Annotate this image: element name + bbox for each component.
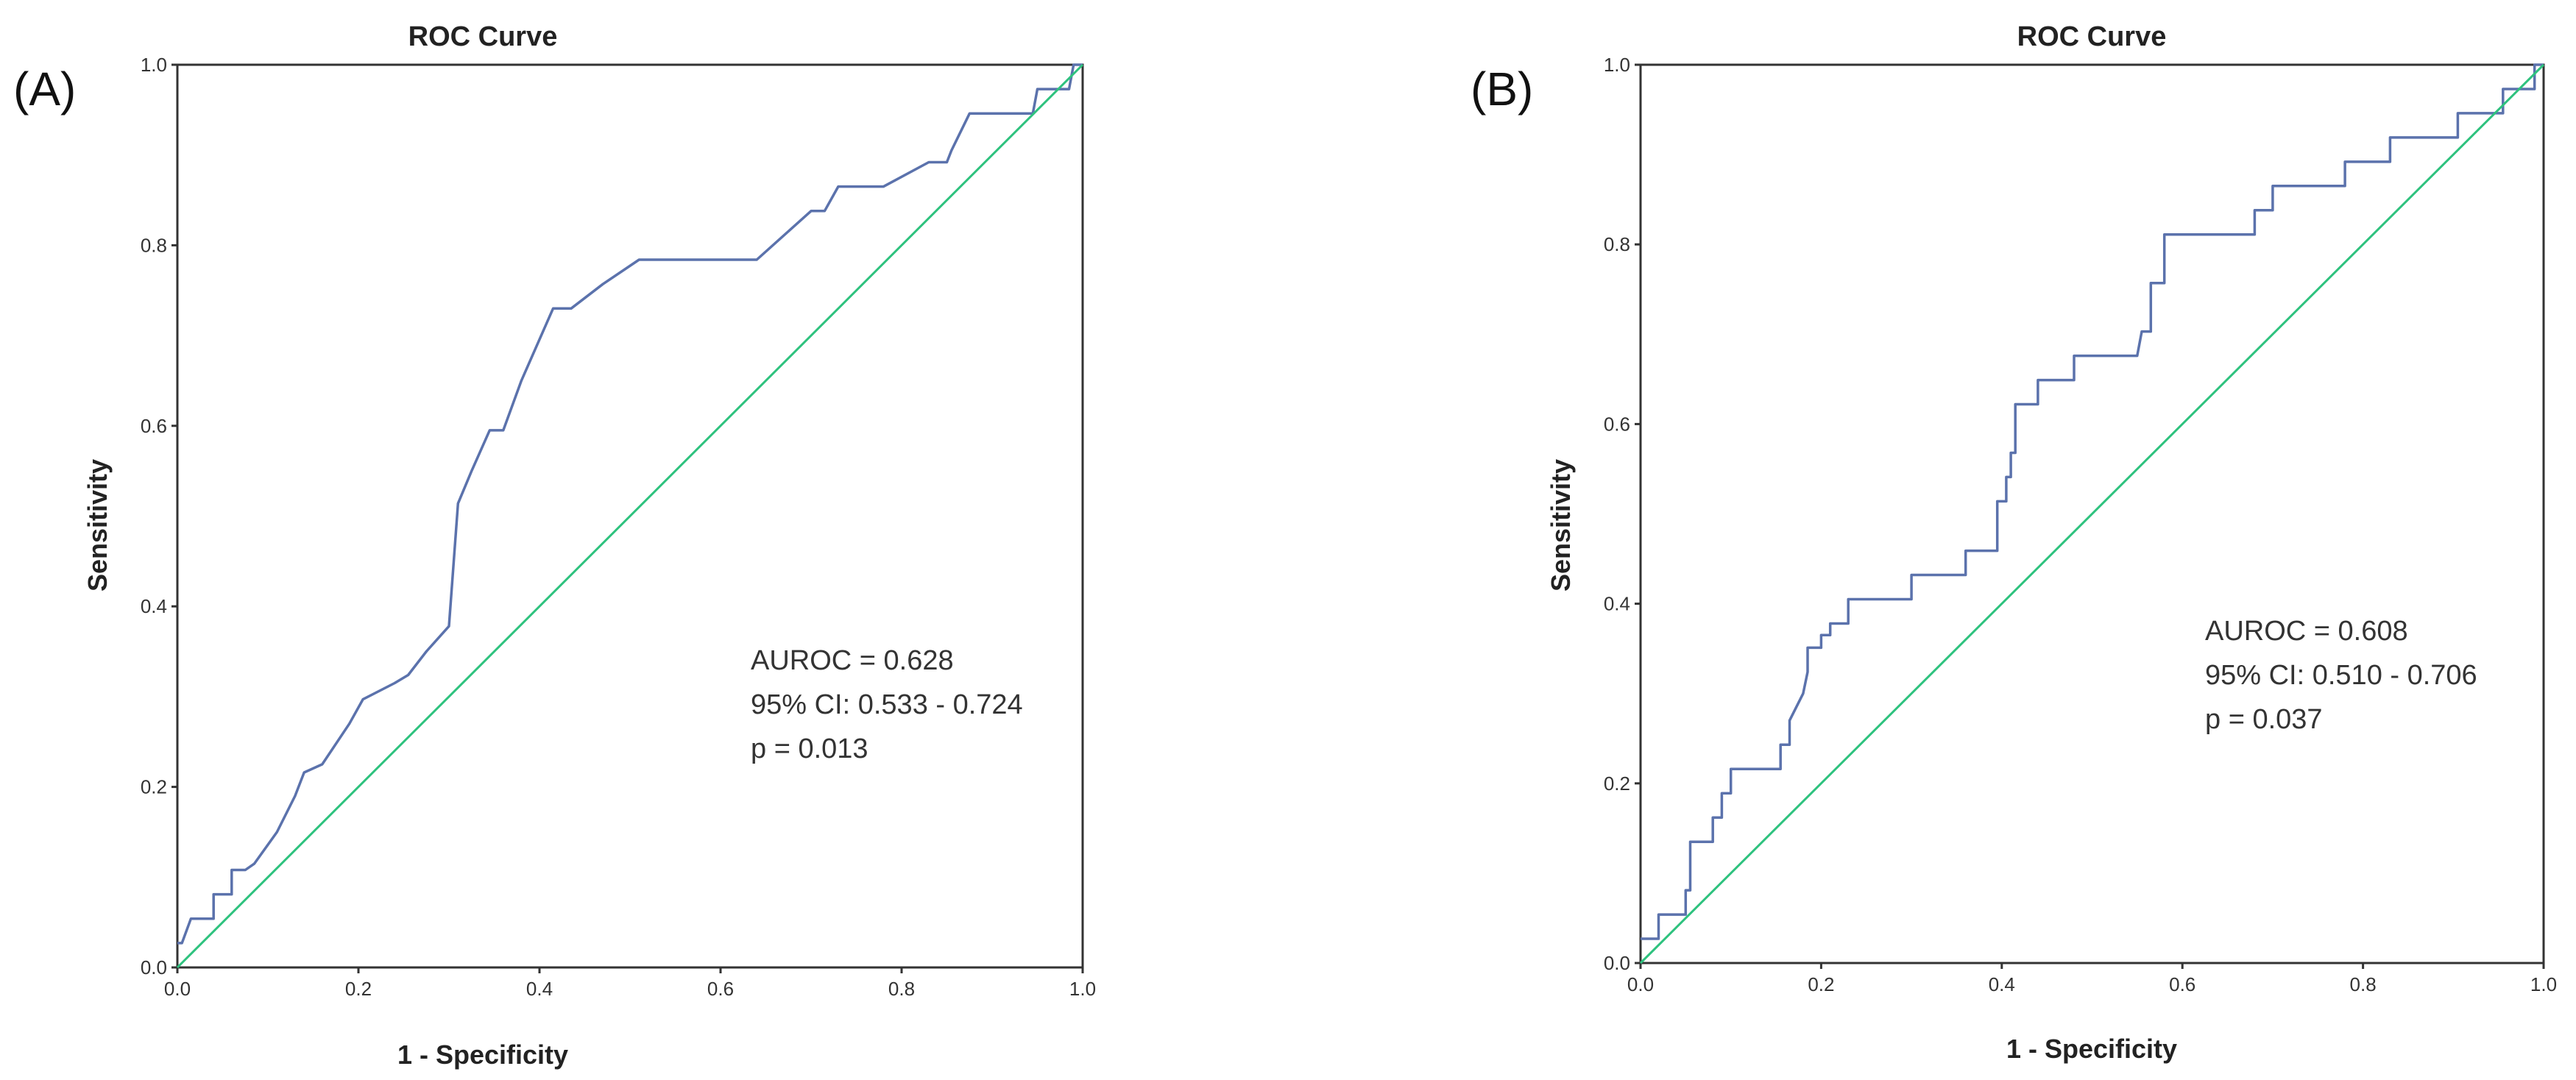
panel-a-reference-line [176, 63, 1084, 969]
panel-a-ytick-label: 0.0 [141, 956, 167, 978]
panel-a-ytick-label: 0.6 [141, 415, 167, 437]
panel-a-pvalue: p = 0.013 [751, 733, 868, 764]
panel-a-xlabel: 1 - Specificity [397, 1040, 568, 1070]
panel-b-xtick-label: 0.8 [2350, 973, 2377, 995]
panel-b-xtick-label: 0.6 [2169, 973, 2195, 995]
panel-a-xtick-label: 0.4 [526, 978, 553, 1000]
panel-b-xlabel: 1 - Specificity [2006, 1034, 2177, 1064]
panel-b-annotation: AUROC = 0.608 95% CI: 0.510 - 0.706 p = … [2205, 616, 2477, 735]
panel-b-ytick-label: 0.8 [1604, 233, 1630, 255]
panel-a-ylabel: Sensitivity [82, 459, 113, 591]
panel-a-plot-frame [176, 63, 1084, 969]
panel-a-xtick-label: 1.0 [1069, 978, 1096, 1000]
panel-label-b: (B) [1471, 63, 1533, 116]
panel-a-auroc: AUROC = 0.628 [751, 645, 954, 676]
panel-b-series [1639, 63, 2545, 964]
panel-b-ticks: 0.0 0.2 0.4 0.6 0.8 1.0 0.0 0.2 0.4 0.6 0.8 1.0 [1604, 54, 2557, 995]
panel-b-xtick-label: 1.0 [2530, 973, 2557, 995]
panel-a-ytick-label: 1.0 [141, 54, 167, 76]
panel-a-xtick-label: 0.0 [164, 978, 191, 1000]
panel-a-ytick-label: 0.8 [141, 234, 167, 256]
panel-a-ytick-label: 0.2 [141, 776, 167, 798]
panel-a-annotation: AUROC = 0.628 95% CI: 0.533 - 0.724 p = … [751, 645, 1023, 764]
panel-a-xtick-label: 0.8 [888, 978, 915, 1000]
panel-b-ytick-label: 0.6 [1604, 413, 1630, 435]
panel-a-ytick-label: 0.4 [141, 595, 167, 617]
panel-b-title: ROC Curve [2017, 21, 2167, 52]
panel-a-series [176, 63, 1084, 969]
panel-b-roc-curve [1641, 63, 2544, 940]
panel-b-ytick-label: 0.4 [1604, 593, 1630, 615]
panel-a-xtick-label: 0.6 [707, 978, 734, 1000]
panel-a-ci: 95% CI: 0.533 - 0.724 [751, 689, 1023, 720]
panel-a-xtick-label: 0.2 [345, 978, 372, 1000]
panel-b-ytick-label: 1.0 [1604, 54, 1630, 76]
panel-b-auroc: AUROC = 0.608 [2205, 616, 2408, 647]
panel-b-xtick-label: 0.2 [1808, 973, 1834, 995]
panel-b: (B) ROC Curve Sensitivity 1 - Specificit… [1471, 21, 2557, 1064]
panel-b-ci: 95% CI: 0.510 - 0.706 [2205, 660, 2477, 691]
panel-b-xtick-label: 0.0 [1627, 973, 1654, 995]
panel-a-roc-curve [177, 63, 1083, 945]
panel-b-ylabel: Sensitivity [1546, 459, 1576, 591]
panel-b-pvalue: p = 0.037 [2205, 704, 2323, 735]
panel-b-ytick-label: 0.0 [1604, 952, 1630, 974]
panel-b-reference-line [1639, 63, 2545, 964]
panel-a-title: ROC Curve [408, 21, 558, 52]
panel-b-xtick-label: 0.4 [1989, 973, 2015, 995]
panel-b-plot-frame [1639, 63, 2545, 964]
panel-a-ticks: 0.0 0.2 0.4 0.6 0.8 1.0 0.0 0.2 0.4 0.6 0.8 1.0 [141, 54, 1096, 1000]
panel-a: (A) ROC Curve Sensitivity 1 - Specificit… [13, 21, 1096, 1070]
panel-label-a: (A) [13, 63, 76, 116]
panel-b-ytick-label: 0.2 [1604, 772, 1630, 795]
